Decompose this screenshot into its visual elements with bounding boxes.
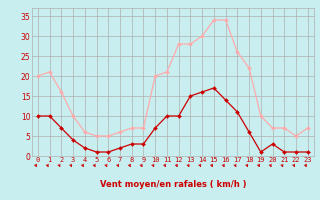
X-axis label: Vent moyen/en rafales ( km/h ): Vent moyen/en rafales ( km/h ) [100, 180, 246, 189]
